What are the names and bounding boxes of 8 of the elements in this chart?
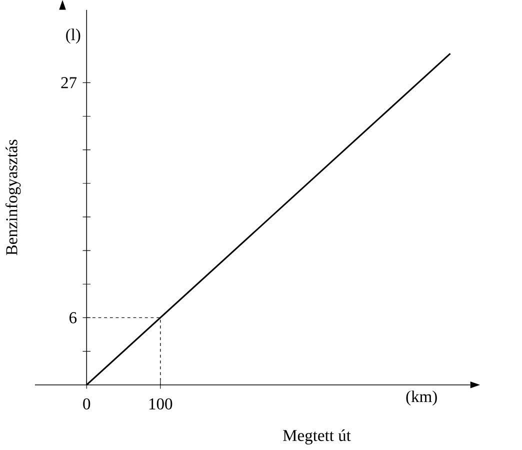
y-tick-label: 27: [61, 77, 77, 88]
y-axis-title: Benzinfogyasztás: [6, 140, 21, 256]
annotation: (l): [66, 28, 80, 44]
y-tick-label: 6: [70, 312, 77, 324]
x-tick-label: 0: [83, 398, 90, 410]
text: (km): [406, 390, 437, 406]
x-axis-title: Megtett út: [283, 429, 351, 444]
x-tick-label: 100: [149, 398, 172, 410]
